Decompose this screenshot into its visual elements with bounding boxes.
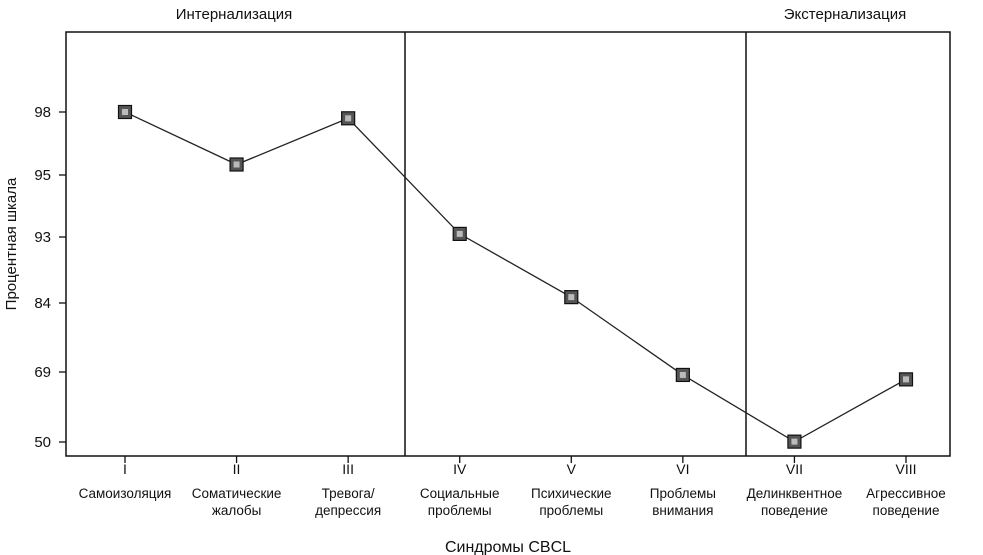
category-name-label: Соматические — [192, 486, 282, 501]
x-tick-label: VII — [786, 461, 803, 477]
x-tick-label: III — [342, 461, 354, 477]
y-axis-label: Процентная шкала — [3, 177, 20, 310]
series-layer — [117, 104, 914, 449]
y-tick-label: 93 — [34, 229, 51, 246]
category-name-label: проблемы — [428, 503, 492, 518]
category-name-label: Агрессивное — [866, 486, 946, 501]
category-name-label: поведение — [873, 503, 940, 518]
data-point-marker-inner — [345, 115, 352, 122]
x-tick-label: VIII — [895, 461, 916, 477]
x-tick-label: V — [567, 461, 577, 477]
data-point-marker-inner — [903, 376, 909, 383]
category-name-label: внимания — [652, 503, 713, 518]
category-name-label: Социальные — [420, 486, 500, 501]
y-ticks: 98 95 93 84 69 50 — [34, 104, 66, 451]
data-point-marker-inner — [568, 294, 575, 301]
y-tick-label: 69 — [34, 364, 51, 381]
y-tick-label: 98 — [34, 104, 51, 121]
x-tick-label: IV — [453, 461, 467, 477]
group-label-internalization: Интернализация — [176, 6, 293, 23]
x-tick-label: II — [233, 461, 241, 477]
data-point-marker-inner — [122, 109, 128, 115]
y-tick-label: 50 — [34, 434, 51, 451]
data-point-marker-inner — [791, 438, 798, 445]
y-tick-label: 84 — [34, 295, 51, 312]
plot-frame — [65, 31, 951, 457]
category-name-label: Психические — [531, 486, 612, 501]
data-point-marker-inner — [233, 161, 240, 168]
category-name-label: Делинквентное — [747, 486, 843, 501]
category-name-label: жалобы — [212, 503, 262, 518]
y-tick-label: 95 — [34, 167, 51, 184]
category-name-label: Проблемы — [650, 486, 716, 501]
data-point-marker-inner — [456, 230, 463, 237]
x-tick-label: I — [123, 461, 127, 477]
group-label-externalization: Экстернализация — [784, 6, 906, 23]
series-line — [124, 111, 907, 443]
data-point-marker-inner — [679, 371, 686, 378]
x-ticks: I Самоизоляция II Соматические жалобы III Трев… — [79, 456, 946, 518]
category-name-label: Самоизоляция — [79, 486, 172, 501]
category-name-label: проблемы — [539, 503, 603, 518]
category-name-label: депрессия — [315, 503, 381, 518]
x-axis-label: Синдромы CBCL — [445, 539, 571, 555]
category-name-label: Тревога/ — [322, 486, 375, 501]
category-name-label: поведение — [761, 503, 828, 518]
x-tick-label: VI — [676, 461, 689, 477]
